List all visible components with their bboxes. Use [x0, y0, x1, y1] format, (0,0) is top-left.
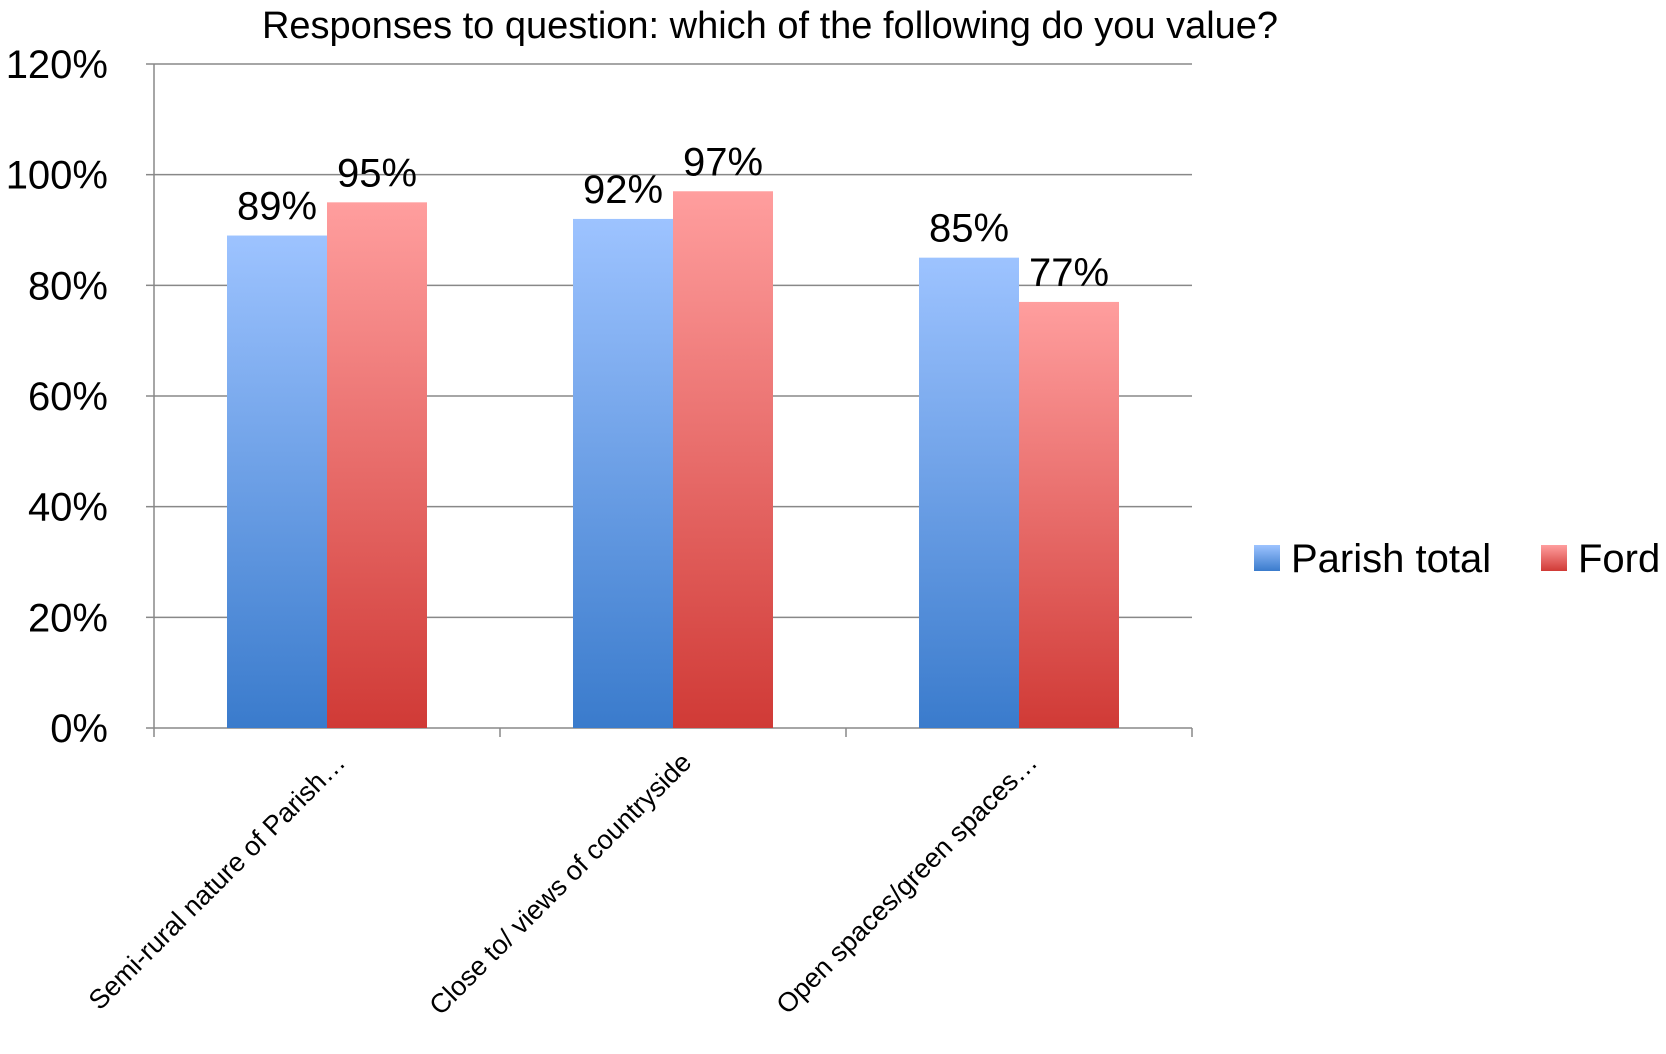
data-label: 97%	[683, 140, 763, 184]
chart-title: Responses to question: which of the foll…	[262, 5, 1278, 47]
y-tick-label: 0%	[50, 707, 108, 751]
legend-swatch	[1254, 545, 1280, 571]
y-tick-label: 20%	[28, 596, 108, 640]
legend-label: Ford	[1578, 537, 1660, 581]
legend: Parish total Ford	[1254, 537, 1660, 581]
legend-label: Parish total	[1291, 537, 1491, 581]
y-tick-label: 100%	[6, 154, 108, 198]
data-label: 77%	[1029, 251, 1109, 295]
y-tick-label: 80%	[28, 264, 108, 308]
data-label: 89%	[237, 185, 317, 229]
bar-parish-total	[227, 235, 327, 729]
y-tick-label: 120%	[6, 43, 108, 87]
x-tick-label: Open spaces/green spaces…	[770, 747, 1043, 1020]
x-tick-label: Semi-rural nature of Parish…	[83, 747, 351, 1015]
legend-swatch	[1541, 545, 1567, 571]
data-label: 95%	[337, 151, 417, 195]
bar-ford	[1019, 301, 1119, 728]
bar-parish-total	[573, 218, 673, 728]
data-label: 92%	[583, 168, 663, 212]
y-tick-label: 40%	[28, 486, 108, 530]
data-labels: 89% 95% 92% 97% 85% 77%	[237, 140, 1109, 295]
data-label: 85%	[929, 207, 1009, 251]
x-tick-labels: Semi-rural nature of Parish… Close to/ vi…	[83, 747, 1043, 1021]
y-tick-labels: 0% 20% 40% 60% 80% 100% 120%	[6, 43, 108, 751]
bars	[227, 191, 1119, 729]
bar-ford	[327, 202, 427, 729]
bar-parish-total	[919, 257, 1019, 728]
bar-ford	[673, 191, 773, 728]
x-tick-label: Close to/ views of countryside	[423, 747, 697, 1021]
y-tick-label: 60%	[28, 375, 108, 419]
